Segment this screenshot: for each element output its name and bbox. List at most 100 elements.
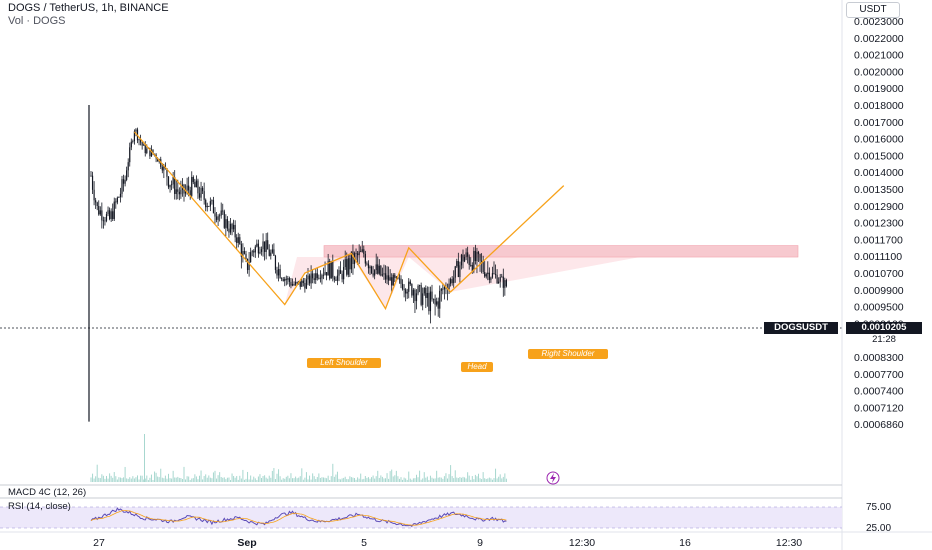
volume-bar	[239, 475, 241, 482]
candle	[338, 270, 340, 276]
volume-bar	[234, 477, 236, 482]
candle	[442, 288, 444, 290]
macd-legend[interactable]: MACD 4C (12, 26)	[8, 487, 87, 498]
volume-bar	[222, 477, 224, 482]
head-label[interactable]: Head	[461, 362, 493, 372]
price-tick-label: 0.0022000	[854, 33, 904, 45]
candle	[432, 298, 435, 300]
candle	[377, 264, 379, 274]
volume-bar	[285, 476, 287, 482]
pattern-fill	[284, 257, 640, 309]
volume-bar	[192, 478, 194, 482]
candle	[392, 274, 394, 286]
volume-bar	[186, 476, 188, 482]
volume-bar	[152, 480, 154, 482]
candle	[195, 180, 197, 188]
candle	[132, 141, 134, 142]
price-tick-label: 0.0015000	[854, 150, 904, 162]
head-shoulders-pattern-line[interactable]	[133, 131, 565, 311]
volume-bar	[374, 478, 376, 482]
candle	[484, 272, 486, 277]
volume-bar	[118, 477, 120, 482]
currency-selector[interactable]: USDT	[846, 2, 900, 18]
volume-bar	[482, 472, 484, 482]
volume-bar	[323, 477, 324, 482]
candle	[312, 273, 314, 279]
volume-bar	[99, 478, 101, 482]
candle	[169, 184, 171, 188]
volume-bar	[371, 477, 373, 482]
volume-bar	[321, 477, 323, 482]
candle	[287, 278, 289, 280]
candle	[172, 177, 174, 185]
symbol-title[interactable]: DOGS / TetherUS, 1h, BINANCE	[8, 2, 169, 14]
lightning-icon[interactable]	[546, 471, 560, 485]
candle	[250, 252, 252, 263]
candle	[471, 264, 473, 272]
volume-bar	[406, 479, 408, 482]
candle	[330, 260, 332, 279]
volume-bar	[180, 478, 182, 482]
candle	[90, 175, 92, 177]
candle	[316, 273, 318, 279]
candle	[498, 281, 500, 284]
candle	[487, 272, 489, 275]
volume-bar	[228, 477, 230, 482]
candle	[352, 251, 354, 265]
candle	[133, 131, 135, 142]
candle	[405, 289, 407, 294]
candle	[476, 251, 478, 262]
candle	[422, 293, 424, 305]
volume-bar	[340, 479, 342, 482]
candle	[277, 269, 280, 276]
volume-bar	[352, 477, 354, 482]
volume-bar	[230, 480, 231, 482]
right-shoulder-label[interactable]: Right Shoulder	[528, 349, 608, 359]
left-shoulder-label[interactable]: Left Shoulder	[307, 358, 381, 368]
volume-bar	[402, 479, 404, 482]
candle	[401, 283, 404, 290]
candle	[242, 251, 244, 257]
price-tick-label: 0.0007120	[854, 402, 904, 414]
price-axis[interactable]: 0.0023000 0.0022000 0.0021000 0.0020000 0.00…	[854, 16, 904, 431]
volume-bar	[212, 472, 214, 482]
candle	[499, 277, 501, 282]
volume-bar	[451, 476, 453, 482]
volume-bar	[310, 479, 312, 482]
candle	[307, 275, 309, 280]
volume-bar	[199, 475, 200, 482]
volume-bar	[442, 478, 444, 482]
candle	[341, 273, 343, 280]
volume-bar	[391, 469, 393, 482]
time-axis[interactable]: 27 Sep 5 9 12:30 16 12:30	[93, 537, 802, 549]
volume-bar	[385, 478, 386, 482]
candle	[119, 193, 122, 198]
volume-bar	[150, 474, 152, 482]
volume-bar	[172, 470, 174, 482]
candle	[279, 269, 281, 279]
candle	[470, 264, 472, 266]
candle	[189, 190, 191, 196]
volume-bar	[281, 479, 283, 482]
candle	[215, 216, 218, 220]
volume-bar	[383, 478, 385, 482]
candle	[105, 214, 108, 221]
candle	[380, 265, 382, 276]
candle	[260, 249, 263, 252]
candle	[273, 249, 275, 256]
volume-bar	[414, 478, 416, 482]
volume-bar	[378, 477, 380, 482]
candle	[115, 201, 117, 203]
volume-bar	[364, 476, 366, 482]
candle	[488, 272, 490, 280]
candle	[171, 184, 173, 186]
rsi-legend[interactable]: RSI (14, close)	[8, 501, 71, 512]
volume-bar	[360, 473, 362, 482]
current-price-tag: 0.0010205	[846, 322, 922, 334]
volume-legend[interactable]: Vol · DOGS	[8, 15, 66, 27]
volume-bar	[144, 478, 146, 482]
volume-bar	[372, 475, 374, 482]
volume-bar	[132, 476, 134, 482]
candle	[251, 251, 253, 253]
